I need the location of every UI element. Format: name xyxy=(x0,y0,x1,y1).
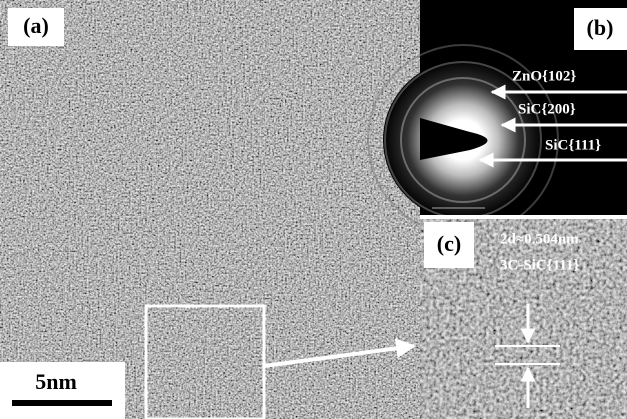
panel-label: (b) xyxy=(587,15,614,40)
ring-label: SiC{200} xyxy=(518,101,576,117)
panel-c: (c) 2d≈0.504nm 3C-SiC{111} xyxy=(420,215,627,419)
hrtem-image xyxy=(0,0,420,419)
annotation: 3C-SiC{111} xyxy=(500,257,579,273)
annotation: 2d≈0.504nm xyxy=(500,231,579,247)
divider xyxy=(420,215,627,219)
scale-bar xyxy=(12,400,112,406)
scale-label: 5nm xyxy=(35,369,77,394)
ring-label: ZnO{102} xyxy=(512,68,576,84)
panel-label: (a) xyxy=(23,13,49,38)
page: {"panels": { "a": {"label": "(a)", "scal… xyxy=(0,0,627,419)
panel-a: (a) 5nm xyxy=(0,0,420,419)
panel-label: (c) xyxy=(437,231,461,256)
ring-label: SiC{111} xyxy=(545,137,601,153)
figure: (a) 5nm (b) ZnO{102} SiC{200} SiC{111} (… xyxy=(0,0,627,419)
